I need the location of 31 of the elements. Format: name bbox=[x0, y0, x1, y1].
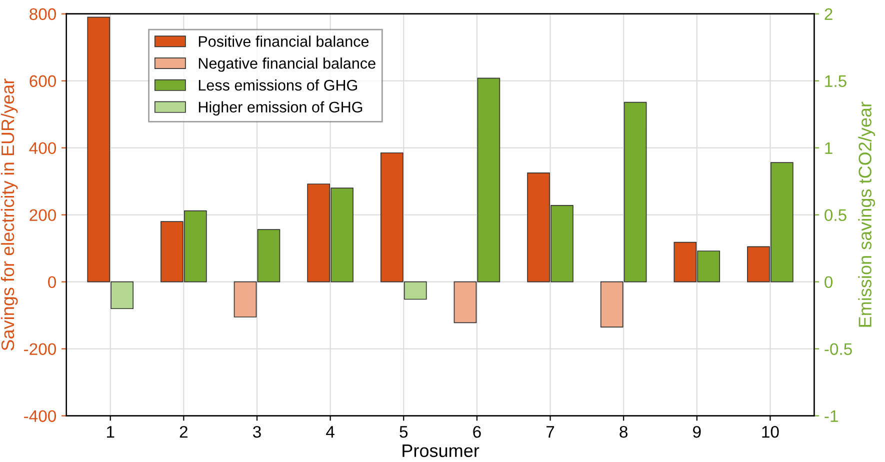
y2-tick-label: -1 bbox=[824, 410, 838, 422]
x-tick-label: 3 bbox=[253, 426, 261, 438]
x-tick-label: 5 bbox=[400, 426, 408, 438]
legend-label: Less emissions of GHG bbox=[198, 79, 358, 91]
y-tick-label: 400 bbox=[29, 142, 56, 154]
y-tick-label: 200 bbox=[30, 209, 56, 222]
y-tick-label: 800 bbox=[30, 8, 56, 20]
x-tick-label: 1 bbox=[107, 426, 114, 438]
legend-label: Negative financial balance bbox=[198, 58, 376, 72]
y2-axis-title: Emission savings tCO2/year bbox=[858, 102, 876, 327]
y-tick-label: -400 bbox=[24, 410, 56, 422]
x-axis-title: Prosumer bbox=[402, 444, 480, 458]
y2-tick-label: 1.5 bbox=[825, 75, 846, 88]
x-tick-label: 8 bbox=[620, 426, 628, 438]
x-tick-label: 2 bbox=[180, 426, 188, 438]
x-tick-label: 9 bbox=[693, 426, 701, 438]
legend-label: Positive financial balance bbox=[198, 36, 369, 47]
legend-label: Higher emission of GHG bbox=[198, 101, 362, 116]
y2-tick-label: 1 bbox=[825, 142, 832, 154]
x-tick-label: 7 bbox=[546, 426, 554, 438]
x-tick-label: 4 bbox=[326, 426, 334, 438]
y-tick-label: 600 bbox=[30, 75, 56, 88]
y2-tick-label: 0 bbox=[824, 276, 833, 288]
y2-tick-label: -0.5 bbox=[824, 343, 852, 356]
x-tick-label: 6 bbox=[473, 426, 481, 438]
y-axis-title: Savings for electricity in EUR/year bbox=[0, 78, 18, 350]
y-tick-label: -200 bbox=[24, 343, 56, 356]
y2-tick-label: 2 bbox=[824, 8, 832, 20]
x-tick-label: 10 bbox=[762, 426, 779, 438]
y2-tick-label: 0.5 bbox=[824, 209, 846, 222]
y-tick-label: 0 bbox=[48, 276, 56, 288]
